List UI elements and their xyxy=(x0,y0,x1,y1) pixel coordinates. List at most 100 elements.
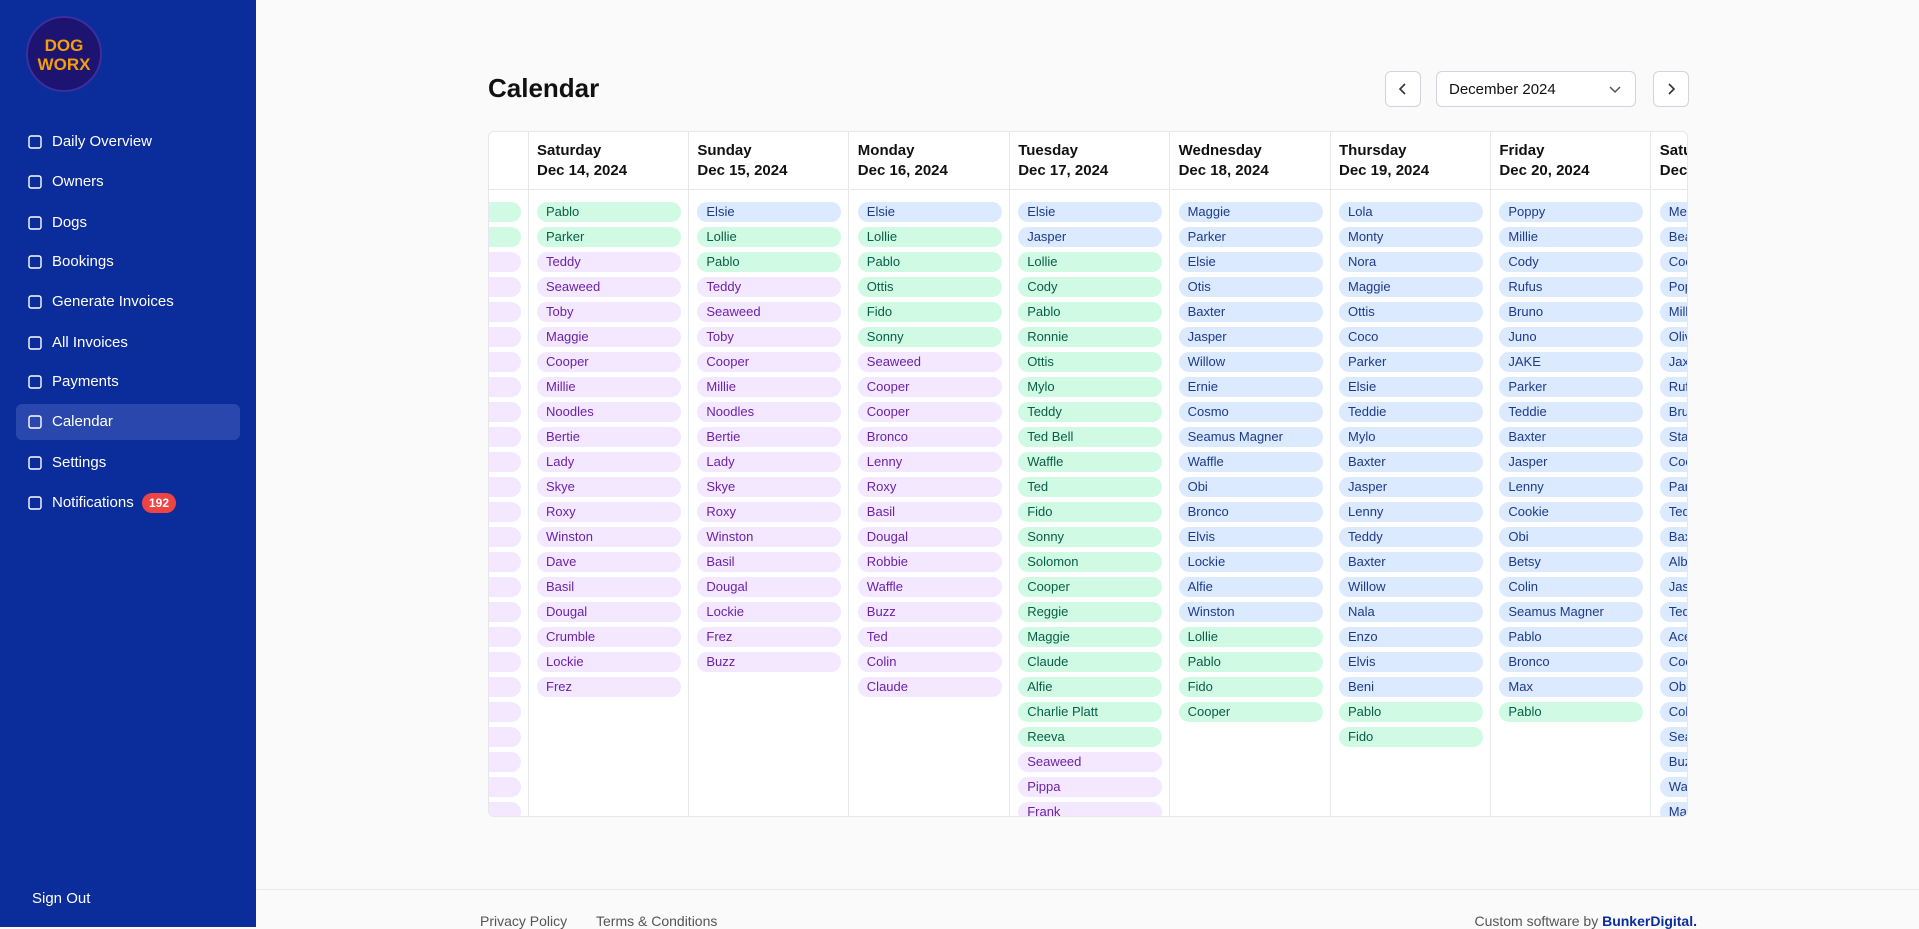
booking-chip[interactable]: Elsie xyxy=(697,202,842,222)
booking-chip[interactable]: Juno xyxy=(1499,327,1644,347)
booking-chip[interactable]: Elvis xyxy=(1339,652,1483,672)
booking-chip[interactable]: Millie xyxy=(1499,227,1644,247)
booking-chip[interactable]: Ernie xyxy=(1178,377,1323,397)
booking-chip[interactable]: Crumble xyxy=(537,627,681,647)
booking-chip[interactable]: Basil xyxy=(537,577,681,597)
booking-chip[interactable]: Lollie xyxy=(1018,252,1163,272)
booking-chip[interactable]: Jax xyxy=(1659,352,1687,372)
booking-chip[interactable]: Roxy xyxy=(697,502,842,522)
booking-chip[interactable]: Jasper xyxy=(1018,227,1163,247)
nav-item[interactable]: Generate Invoices xyxy=(16,284,240,320)
booking-chip[interactable]: Pablo xyxy=(1018,302,1163,322)
booking-chip[interactable]: Bax xyxy=(1659,527,1687,547)
prev-button[interactable] xyxy=(1385,71,1421,107)
sign-out[interactable]: Sign Out xyxy=(32,890,91,907)
booking-chip[interactable]: Coli xyxy=(1659,702,1687,722)
booking-chip[interactable]: Claude xyxy=(1018,652,1163,672)
booking-chip[interactable]: Jasp xyxy=(1659,577,1687,597)
booking-chip[interactable]: Ted xyxy=(857,627,1002,647)
booking-chip[interactable]: Toby xyxy=(537,302,681,322)
booking-chip[interactable]: Baxter xyxy=(1339,552,1483,572)
booking-chip[interactable]: Frank xyxy=(1018,802,1163,816)
booking-chip[interactable]: Jasper xyxy=(1499,452,1644,472)
nav-item[interactable]: All Invoices xyxy=(16,325,240,361)
booking-chip[interactable]: Pablo xyxy=(1499,702,1644,722)
nav-item[interactable]: Owners xyxy=(16,164,240,200)
booking-chip[interactable]: Cooper xyxy=(1018,577,1163,597)
booking-chip[interactable]: Bronco xyxy=(857,427,1002,447)
booking-chip[interactable]: Willow xyxy=(1178,352,1323,372)
booking-chip[interactable]: Maggie xyxy=(537,327,681,347)
booking-chip[interactable]: Parker xyxy=(1499,377,1644,397)
booking-chip[interactable]: Baxter xyxy=(1178,302,1323,322)
booking-chip[interactable]: Waffle xyxy=(1018,452,1163,472)
booking-chip[interactable]: Dougal xyxy=(857,527,1002,547)
booking-chip[interactable]: Teddy xyxy=(1018,402,1163,422)
booking-chip[interactable]: Winston xyxy=(1178,602,1323,622)
booking-chip[interactable]: Max xyxy=(1659,802,1687,816)
booking-chip[interactable]: Parker xyxy=(1178,227,1323,247)
booking-chip[interactable]: Millie xyxy=(537,377,681,397)
booking-chip[interactable]: Roxy xyxy=(537,502,681,522)
booking-chip[interactable]: Winston xyxy=(537,527,681,547)
booking-chip[interactable]: Waffle xyxy=(1178,452,1323,472)
booking-chip[interactable]: Sonny xyxy=(857,327,1002,347)
booking-chip[interactable]: Lockie xyxy=(1178,552,1323,572)
booking-chip[interactable]: Lady xyxy=(537,452,681,472)
booking-chip[interactable]: Lollie xyxy=(857,227,1002,247)
booking-chip[interactable]: Elsie xyxy=(1178,252,1323,272)
booking-chip[interactable]: Cooper xyxy=(1178,702,1323,722)
booking-chip[interactable]: Milli xyxy=(1659,302,1687,322)
booking-chip[interactable]: Basil xyxy=(857,502,1002,522)
booking-chip[interactable]: Teddie xyxy=(1339,402,1483,422)
booking-chip[interactable]: Seamus Magner xyxy=(1499,602,1644,622)
nav-item[interactable]: Payments xyxy=(16,364,240,400)
booking-chip[interactable]: Reeva xyxy=(1018,727,1163,747)
booking-chip[interactable]: Oliv xyxy=(1659,327,1687,347)
booking-chip[interactable]: Reggie xyxy=(1018,602,1163,622)
booking-chip[interactable]: Teddie xyxy=(1499,402,1644,422)
booking-chip[interactable]: Cooper xyxy=(537,352,681,372)
booking-chip[interactable]: Nala xyxy=(1339,602,1483,622)
booking-chip[interactable]: Ted xyxy=(1659,602,1687,622)
booking-chip[interactable]: Albi xyxy=(1659,552,1687,572)
booking-chip[interactable]: Colin xyxy=(1499,577,1644,597)
booking-chip[interactable]: Toby xyxy=(697,327,842,347)
booking-chip[interactable]: Betsy xyxy=(1499,552,1644,572)
booking-chip[interactable]: Dougal xyxy=(537,602,681,622)
booking-chip[interactable]: Baxter xyxy=(1499,427,1644,447)
booking-chip[interactable]: Parker xyxy=(1339,352,1483,372)
booking-chip[interactable]: Elsie xyxy=(1018,202,1163,222)
booking-chip[interactable]: Ronnie xyxy=(1018,327,1163,347)
booking-chip[interactable]: Frez xyxy=(697,627,842,647)
booking-chip[interactable]: Wal xyxy=(1659,777,1687,797)
booking-chip[interactable]: Poppy xyxy=(1499,202,1644,222)
booking-chip[interactable]: Sea xyxy=(1659,727,1687,747)
booking-chip[interactable]: Bertie xyxy=(537,427,681,447)
booking-chip[interactable]: Colin xyxy=(857,652,1002,672)
booking-chip[interactable]: Ted Bell xyxy=(1018,427,1163,447)
booking-chip[interactable]: Lockie xyxy=(697,602,842,622)
booking-chip[interactable]: Ottis xyxy=(857,277,1002,297)
booking-chip[interactable]: Seamus Magner xyxy=(1178,427,1323,447)
nav-item[interactable]: Notifications 192 xyxy=(16,485,240,521)
booking-chip[interactable]: Mylo xyxy=(1018,377,1163,397)
booking-chip[interactable]: Charlie Platt xyxy=(1018,702,1163,722)
booking-chip[interactable]: Alfie xyxy=(1018,677,1163,697)
booking-chip[interactable]: Cooper xyxy=(857,377,1002,397)
booking-chip[interactable]: Skye xyxy=(537,477,681,497)
booking-chip[interactable]: Lollie xyxy=(697,227,842,247)
booking-chip[interactable]: Maggie xyxy=(1178,202,1323,222)
booking-chip[interactable]: Ted xyxy=(1659,502,1687,522)
booking-chip[interactable]: Pippa xyxy=(1018,777,1163,797)
booking-chip[interactable]: Bru xyxy=(1659,402,1687,422)
next-button[interactable] xyxy=(1653,71,1689,107)
booking-chip[interactable]: Obi xyxy=(1499,527,1644,547)
booking-chip[interactable]: Bruno xyxy=(1499,302,1644,322)
booking-chip[interactable]: Lenny xyxy=(1499,477,1644,497)
booking-chip[interactable]: Parker xyxy=(537,227,681,247)
booking-chip[interactable]: Buz xyxy=(1659,752,1687,772)
booking-chip[interactable]: Mylo xyxy=(1339,427,1483,447)
booking-chip[interactable]: Bea xyxy=(1659,227,1687,247)
booking-chip[interactable]: Fido xyxy=(1178,677,1323,697)
